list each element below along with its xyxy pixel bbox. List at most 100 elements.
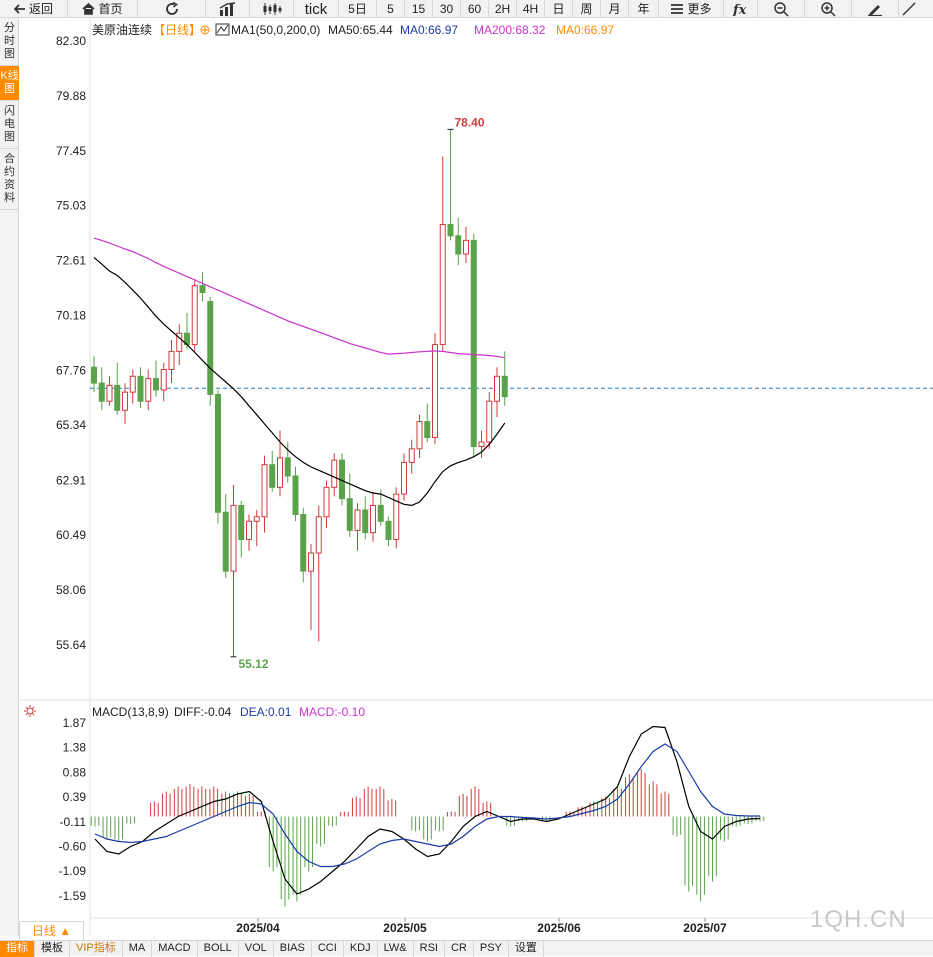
indicator-psy[interactable]: PSY xyxy=(474,941,509,957)
macd-diff-value: DIFF:-0.04 xyxy=(174,705,232,719)
price-markers: 78.40 55.12 xyxy=(230,115,485,671)
macd-tick-label: -0.60 xyxy=(59,840,87,854)
candle-body xyxy=(346,498,353,531)
candle-body xyxy=(377,504,384,522)
period-week[interactable]: 周 xyxy=(573,0,601,18)
macd-name: MACD(13,8,9) xyxy=(92,705,169,719)
kline-chart[interactable]: 82.30 79.88 77.45 75.03 72.61 70.18 67.76 65.34… xyxy=(20,18,933,936)
formula-button[interactable]: fx xyxy=(724,0,758,18)
indicator-label: LW& xyxy=(383,942,407,954)
period-selector-tab[interactable]: 日线 ▲ xyxy=(19,921,84,940)
candle-body xyxy=(176,332,183,352)
indicator-boll[interactable]: BOLL xyxy=(198,941,239,957)
date-tick-label: 2025/07 xyxy=(683,921,727,935)
left-sidebar: 分时图 K线图 闪电图 合约资料 xyxy=(0,18,19,936)
indicator-tab[interactable]: 指标 xyxy=(0,941,35,957)
tab-timeshare[interactable]: 分时图 xyxy=(0,18,19,66)
candle-body xyxy=(323,486,330,518)
indicator-macd[interactable]: MACD xyxy=(152,941,198,957)
candle-body xyxy=(277,457,283,488)
home-button[interactable]: 首页 xyxy=(68,0,138,18)
indicator-label: MACD xyxy=(158,942,191,954)
back-label: 返回 xyxy=(28,1,53,16)
indicator-label: RSI xyxy=(419,942,438,954)
period-30m[interactable]: 30 xyxy=(433,0,461,18)
ma200-line xyxy=(93,237,505,359)
settings-plus-icon xyxy=(202,27,208,33)
price-tick-label: 82.30 xyxy=(56,34,86,48)
indicator-rsi[interactable]: RSI xyxy=(414,941,445,957)
price-header: 美原油连续 【日线】 MA1(50,0,200,0) MA50:65.44 MA… xyxy=(92,22,614,37)
formula-fx-icon: fx xyxy=(732,3,747,16)
menu-icon xyxy=(671,4,684,14)
period-15m[interactable]: 15 xyxy=(405,0,433,18)
tab-flash[interactable]: 闪电图 xyxy=(0,101,19,149)
macd-tick-label: 1.38 xyxy=(63,741,87,755)
indicator-cci[interactable]: CCI xyxy=(312,941,344,957)
candle-body xyxy=(261,464,268,518)
refresh-button[interactable] xyxy=(138,0,206,18)
template-tab[interactable]: 模板 xyxy=(35,941,70,957)
zoom-out-button[interactable] xyxy=(758,0,805,18)
settings-tab[interactable]: 设置 xyxy=(509,941,544,957)
period-day[interactable]: 日 xyxy=(545,0,573,18)
draw-line-button[interactable] xyxy=(899,0,919,18)
indicator-vol[interactable]: VOL xyxy=(239,941,274,957)
candle-body xyxy=(300,514,307,572)
candle-body xyxy=(385,520,392,540)
price-tick-label: 77.45 xyxy=(56,144,86,158)
pencil-icon xyxy=(868,5,882,16)
candle-body xyxy=(222,511,229,572)
period-label: 30 xyxy=(439,1,454,16)
home-label: 首页 xyxy=(98,1,123,16)
tab-kline[interactable]: K线图 xyxy=(0,66,19,101)
settings-circle-icon[interactable] xyxy=(200,25,210,35)
candle-body xyxy=(98,382,105,402)
indicator-bar: 指标 模板 VIP指标 MA MACD BOLL VOL BIAS CCI KD… xyxy=(0,940,933,957)
indicator-bias[interactable]: BIAS xyxy=(274,941,312,957)
tick-button[interactable]: tick xyxy=(294,0,339,18)
period-60m[interactable]: 60 xyxy=(461,0,489,18)
candle-body xyxy=(122,391,128,411)
period-label: 年 xyxy=(637,1,650,16)
candle-body xyxy=(432,344,438,438)
tab-flash-label: 闪电图 xyxy=(4,105,15,143)
candle-body xyxy=(486,400,493,443)
watermark: 1QH.CN xyxy=(810,906,907,933)
chart-type-button[interactable] xyxy=(206,0,250,18)
vip-indicator-tab-label: VIP指标 xyxy=(76,942,116,954)
candles xyxy=(91,129,508,657)
period-label: 60 xyxy=(467,1,482,16)
period-5m[interactable]: 5 xyxy=(377,0,405,18)
indicator-label: KDJ xyxy=(349,942,371,954)
back-button[interactable]: 返回 xyxy=(0,0,68,18)
tick-label: tick xyxy=(304,0,328,18)
macd-settings-icon[interactable] xyxy=(26,707,34,715)
candle-body xyxy=(253,516,260,522)
macd-header: MACD(13,8,9) DIFF:-0.04 DEA:0.01 MACD:-0… xyxy=(24,705,365,719)
period-2h[interactable]: 2H xyxy=(489,0,517,18)
draw-button[interactable] xyxy=(852,0,899,18)
candle-style-button[interactable] xyxy=(250,0,294,18)
indicator-label: BIAS xyxy=(279,942,305,954)
period-month[interactable]: 月 xyxy=(601,0,629,18)
candle-body xyxy=(230,504,237,572)
date-tick-label: 2025/04 xyxy=(236,921,280,935)
period-year[interactable]: 年 xyxy=(629,0,659,18)
indicator-kdj[interactable]: KDJ xyxy=(344,941,378,957)
indicator-ma[interactable]: MA xyxy=(123,941,153,957)
tab-contract-info[interactable]: 合约资料 xyxy=(0,149,19,210)
indicator-lw[interactable]: LW& xyxy=(378,941,414,957)
period-5d[interactable]: 5日 xyxy=(339,0,377,18)
macd-tick-label: 0.39 xyxy=(63,790,87,804)
period-4h[interactable]: 4H xyxy=(517,0,545,18)
template-tab-label: 模板 xyxy=(41,942,63,954)
zoom-in-button[interactable] xyxy=(805,0,852,18)
more-button[interactable]: 更多 xyxy=(659,0,724,18)
price-tick-label: 58.06 xyxy=(56,583,86,597)
candle-body xyxy=(284,457,291,477)
indicator-cr[interactable]: CR xyxy=(445,941,474,957)
vip-indicator-tab[interactable]: VIP指标 xyxy=(70,941,123,957)
candle-body xyxy=(246,520,252,540)
indicator-icon[interactable] xyxy=(215,23,230,36)
